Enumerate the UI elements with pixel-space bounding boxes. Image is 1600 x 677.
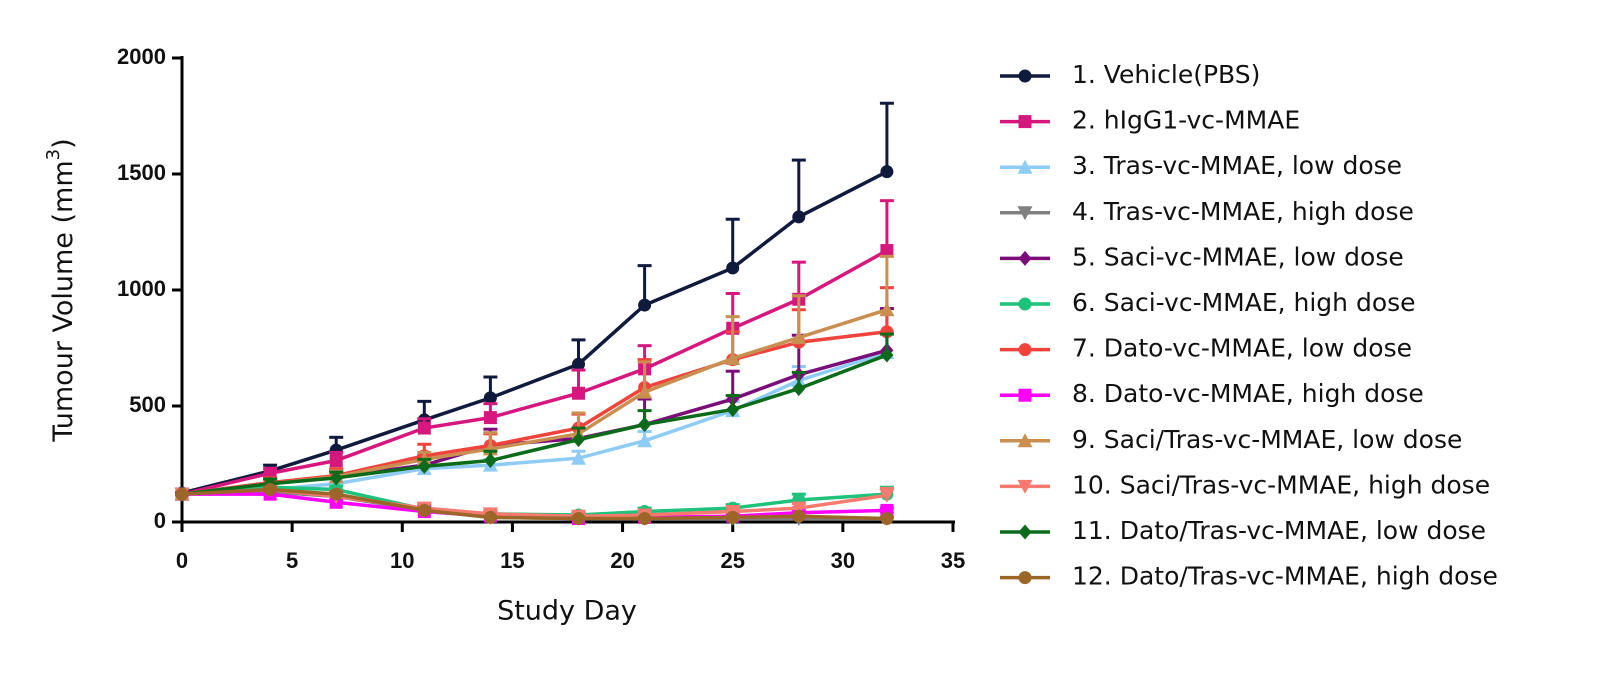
marker <box>726 261 740 275</box>
marker <box>483 453 497 469</box>
marker <box>483 510 497 524</box>
marker <box>791 501 807 516</box>
marker <box>726 401 740 417</box>
legend-label: 8. Dato-vc-MMAE, high dose <box>1072 379 1424 408</box>
y-axis-title-suffix: ) <box>48 138 79 149</box>
x-tick-label: 25 <box>720 548 744 573</box>
y-axis-title-text: Tumour Volume (mm <box>48 160 79 442</box>
marker <box>417 503 431 517</box>
legend-label: 2. hIgG1-vc-MMAE <box>1072 106 1300 135</box>
marker <box>1018 297 1032 311</box>
series <box>175 483 894 526</box>
y-tick-label: 0 <box>154 508 166 533</box>
marker <box>1017 433 1033 448</box>
marker <box>483 411 497 425</box>
marker <box>175 487 189 501</box>
marker <box>1018 115 1032 129</box>
marker <box>572 357 586 371</box>
series <box>175 332 894 502</box>
marker <box>417 458 431 474</box>
legend-label: 11. Dato/Tras-vc-MMAE, low dose <box>1072 516 1486 545</box>
marker <box>417 421 431 435</box>
marker <box>483 391 497 405</box>
marker <box>725 350 741 365</box>
marker <box>1017 479 1033 494</box>
marker <box>1017 159 1033 174</box>
marker <box>1018 69 1032 83</box>
marker <box>726 510 740 524</box>
marker <box>1018 388 1032 402</box>
line <box>181 487 887 521</box>
legend-label: 6. Saci-vc-MMAE, high dose <box>1072 288 1416 317</box>
marker <box>880 244 894 258</box>
marker <box>791 330 807 345</box>
marker <box>792 509 806 523</box>
x-tick-label: 5 <box>286 548 298 573</box>
y-tick-label: 1500 <box>117 160 166 185</box>
line <box>181 348 888 496</box>
marker <box>792 210 806 224</box>
marker <box>637 433 653 448</box>
marker <box>880 512 894 526</box>
marker <box>572 432 586 448</box>
x-tick-label: 35 <box>941 548 965 573</box>
legend-label: 9. Saci/Tras-vc-MMAE, low dose <box>1072 425 1462 454</box>
marker <box>571 450 587 465</box>
x-tick-label: 15 <box>500 548 524 573</box>
marker <box>1018 571 1032 585</box>
marker <box>1018 343 1032 357</box>
marker <box>329 454 343 468</box>
marker <box>329 487 343 501</box>
line <box>181 170 888 495</box>
marker <box>880 165 894 179</box>
marker <box>263 483 277 497</box>
line <box>181 350 888 496</box>
series <box>175 199 894 501</box>
x-tick-label: 10 <box>390 548 414 573</box>
marker <box>880 347 894 363</box>
marker <box>638 298 652 312</box>
marker <box>1018 524 1032 540</box>
marker <box>1017 206 1033 221</box>
legend-label: 12. Dato/Tras-vc-MMAE, high dose <box>1072 562 1498 591</box>
x-axis-title: Study Day <box>497 596 637 627</box>
y-axis-title-sup: 3 <box>43 149 64 160</box>
y-tick-label: 1000 <box>117 276 166 301</box>
legend-label: 4. Tras-vc-MMAE, high dose <box>1072 197 1414 226</box>
y-tick-label: 2000 <box>117 44 166 69</box>
marker <box>329 470 343 486</box>
y-tick-label: 500 <box>129 392 166 417</box>
marker <box>879 488 895 503</box>
marker <box>572 386 586 400</box>
series <box>174 330 895 501</box>
legend-label: 5. Saci-vc-MMAE, low dose <box>1072 242 1404 271</box>
marker <box>572 512 586 526</box>
marker <box>638 417 652 433</box>
x-tick-label: 30 <box>831 548 855 573</box>
legend-label: 3. Tras-vc-MMAE, low dose <box>1072 151 1402 180</box>
marker <box>637 384 653 399</box>
marker <box>1018 250 1032 266</box>
x-tick-label: 0 <box>176 548 188 573</box>
legend-label: 7. Dato-vc-MMAE, low dose <box>1072 334 1412 363</box>
y-axis-title: Tumour Volume (mm3) <box>43 138 79 442</box>
marker <box>792 381 806 397</box>
marker <box>638 512 652 526</box>
legend-label: 10. Saci/Tras-vc-MMAE, high dose <box>1072 470 1490 499</box>
legend-label: 1. Vehicle(PBS) <box>1072 60 1260 89</box>
x-tick-label: 20 <box>610 548 634 573</box>
line <box>181 249 888 496</box>
marker <box>879 302 895 317</box>
line <box>181 353 888 496</box>
